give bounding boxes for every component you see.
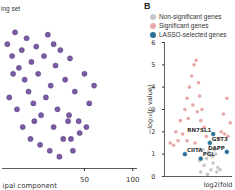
- svg-text:ipal component: ipal component: [3, 182, 58, 190]
- svg-text:1: 1: [151, 150, 155, 158]
- html-text:Non-significant genes: Non-significant genes: [159, 13, 222, 20]
- svg-text:PGL: PGL: [203, 151, 216, 157]
- html-text:ing set: ing set: [1, 5, 21, 12]
- svg-text:GST3: GST3: [212, 136, 228, 142]
- svg-text:RN7SL1: RN7SL1: [187, 127, 211, 133]
- svg-text:−log₁₀(p value): −log₁₀(p value): [146, 85, 154, 135]
- svg-text:50: 50: [80, 176, 89, 184]
- svg-text:6: 6: [151, 39, 155, 47]
- html-text:Significant genes: Significant genes: [159, 22, 209, 29]
- html-text:B: B: [144, 1, 151, 11]
- svg-text:0: 0: [151, 173, 155, 181]
- svg-text:log2(fold: log2(fold: [204, 181, 233, 189]
- svg-text:100: 100: [126, 176, 139, 184]
- svg-text:5: 5: [151, 61, 155, 69]
- html-text:LASSO-selected genes: LASSO-selected genes: [159, 31, 227, 38]
- svg-text:DAPP: DAPP: [208, 145, 225, 151]
- svg-text:CIITA: CIITA: [187, 147, 203, 153]
